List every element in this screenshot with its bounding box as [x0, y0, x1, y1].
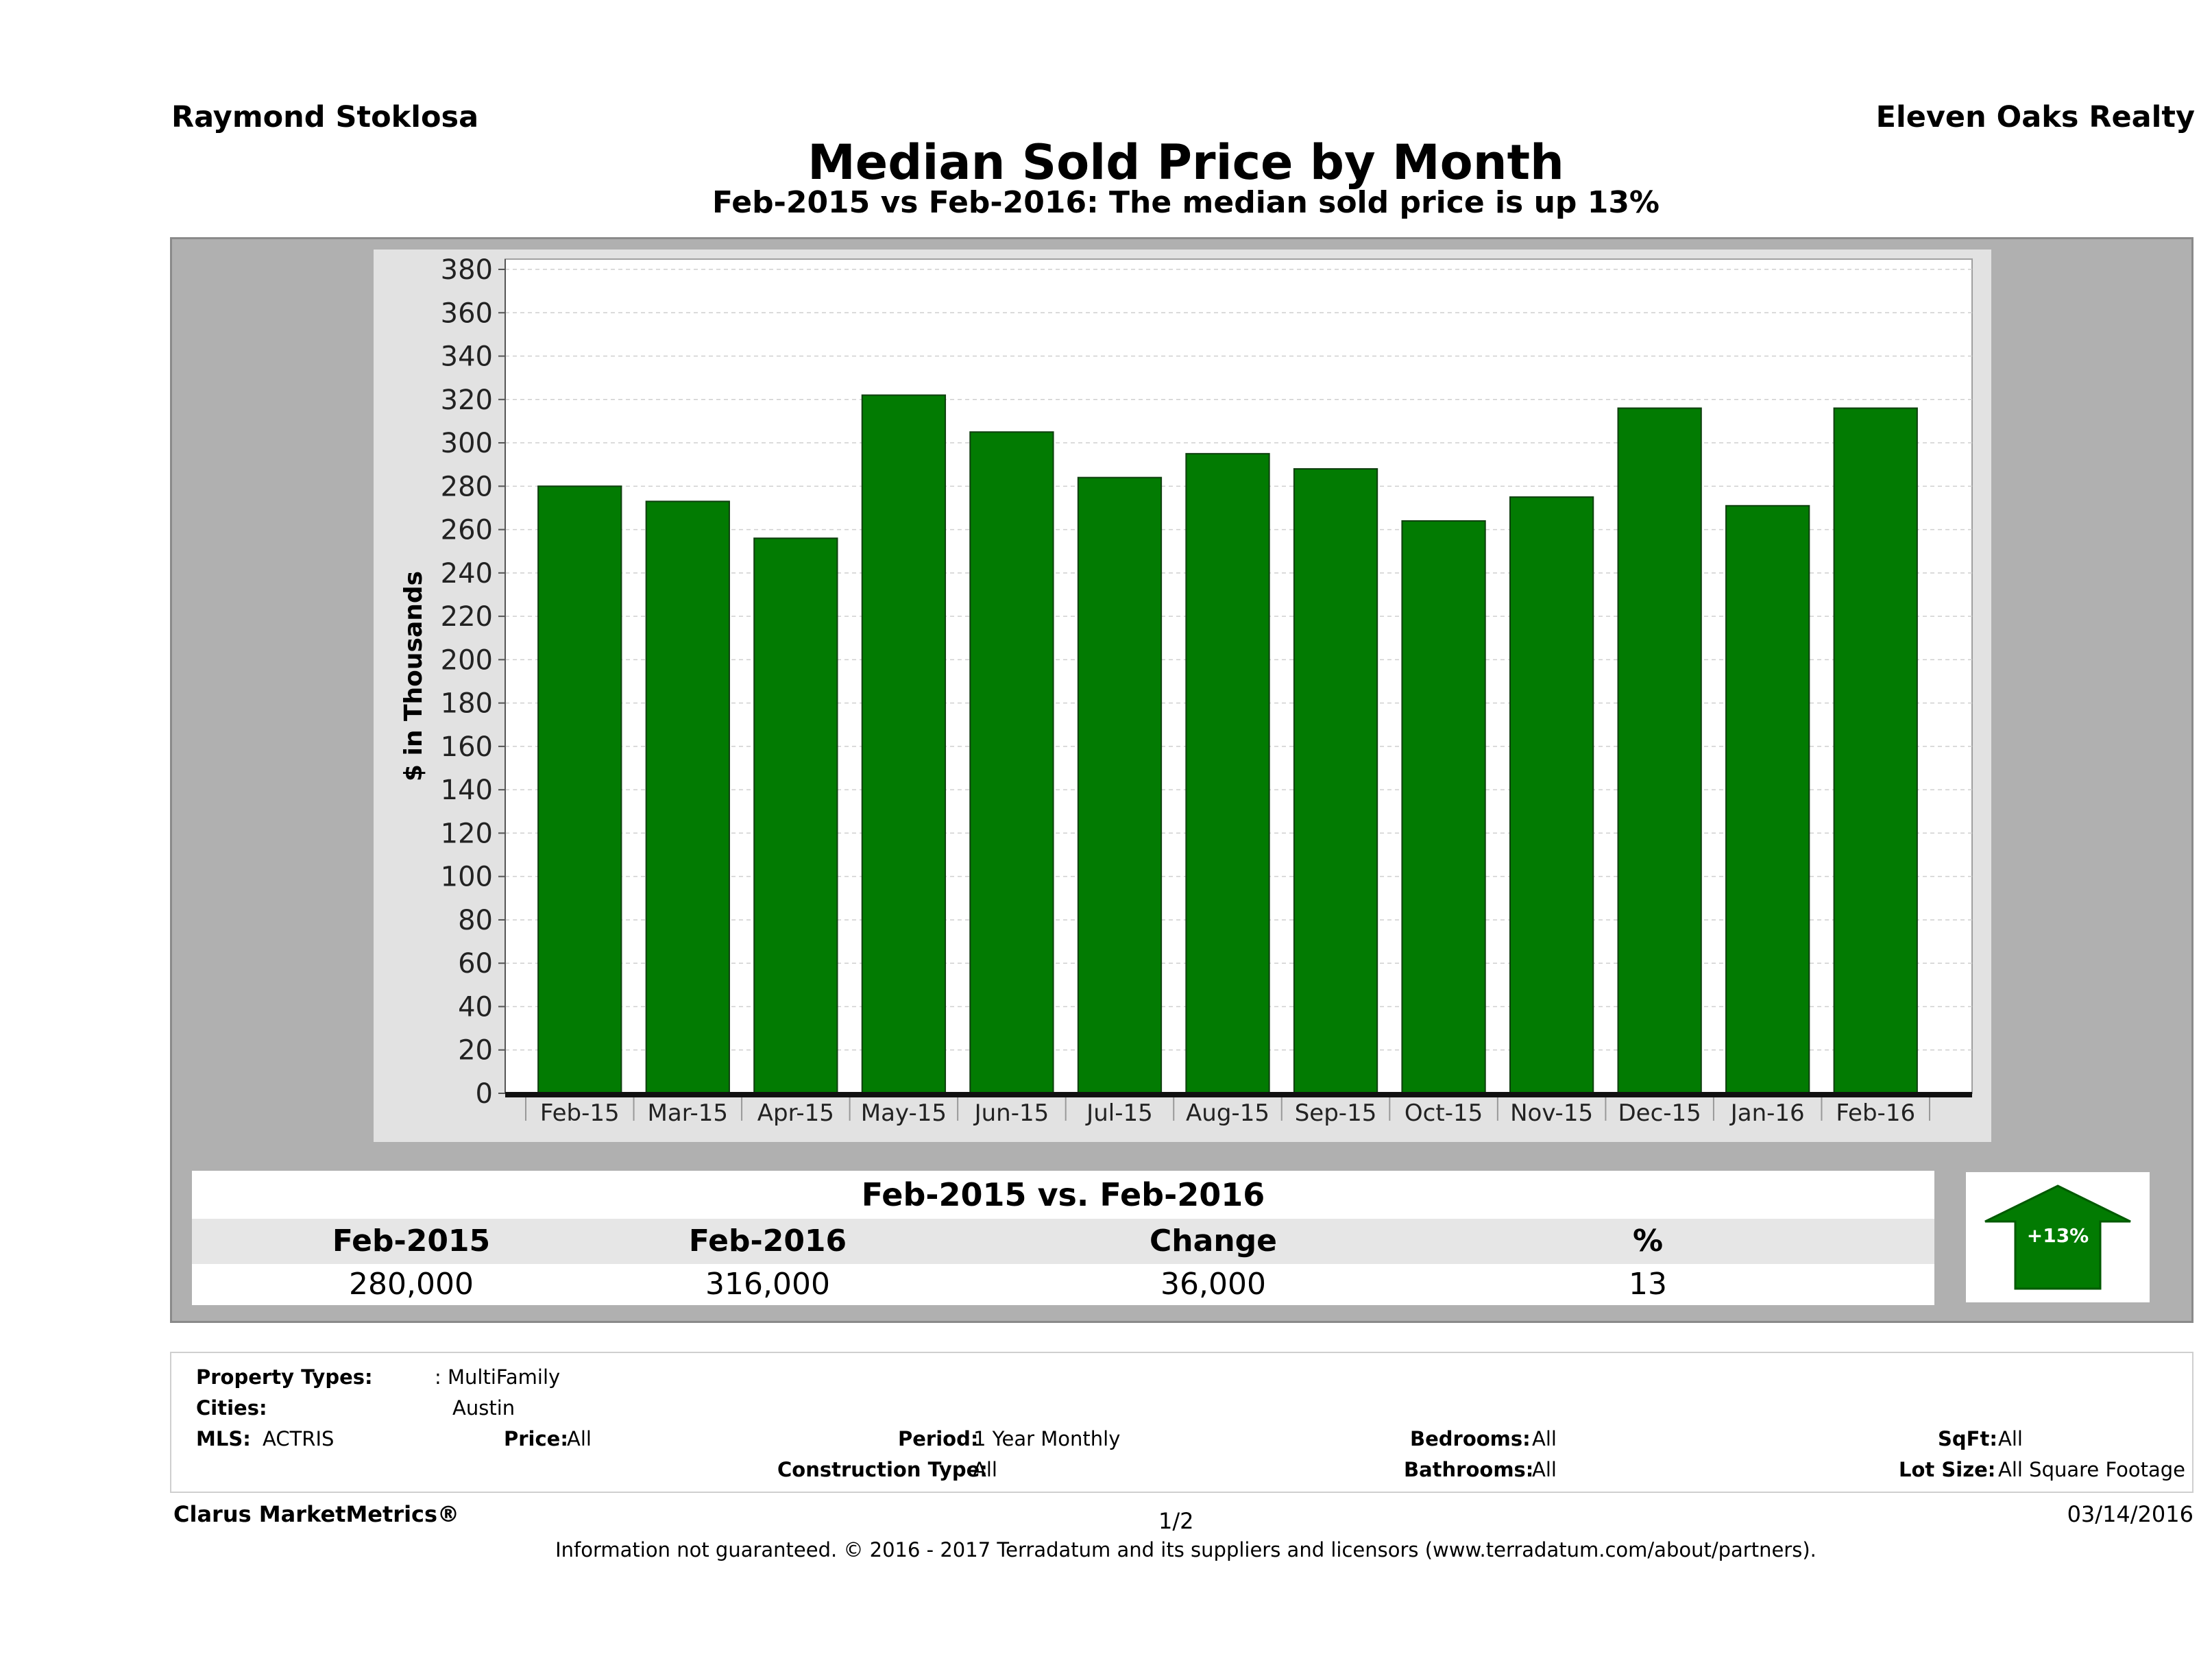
mls-value: ACTRIS [263, 1427, 335, 1450]
summary-header-feb-2016: Feb-2016 [688, 1224, 847, 1258]
y-tick-label: 320 [441, 385, 493, 416]
y-tick-label: 300 [441, 428, 493, 459]
summary-title: Feb-2015 vs. Feb-2016 [192, 1171, 1934, 1219]
y-tick-label: 260 [441, 515, 493, 546]
summary-value-feb-2016: 316,000 [705, 1267, 830, 1302]
property-types-label: Property Types: [196, 1365, 373, 1389]
y-tick-label: 120 [441, 818, 493, 849]
summary-header-row: Feb-2015 Feb-2016 Change % [192, 1219, 1934, 1264]
bar-chart: 0 20 40 60 80 100 120 140 160 180 200 220 240 260 280 3… [400, 254, 1973, 1127]
page-subtitle: Feb-2015 vs Feb-2016: The median sold pr… [712, 185, 1660, 220]
bar-jun-15 [969, 431, 1054, 1095]
summary-header-change: Change [1150, 1224, 1277, 1258]
construction-type-value: All [973, 1458, 997, 1481]
summary-header-feb-2015: Feb-2015 [332, 1224, 491, 1258]
summary-value-change: 36,000 [1160, 1267, 1266, 1302]
bar-feb-15 [537, 485, 622, 1094]
bar-jul-15 [1077, 476, 1163, 1094]
y-tick-label: 100 [441, 862, 493, 893]
bar-feb-16 [1833, 407, 1918, 1095]
x-tick-label: Feb-16 [1836, 1099, 1915, 1127]
bedrooms-label: Bedrooms: [1410, 1427, 1531, 1450]
page-number: 1/2 [1158, 1508, 1194, 1534]
x-tick-label: Sep-15 [1295, 1099, 1377, 1127]
y-tick-label: 60 [458, 948, 493, 980]
summary-value-feb-2015: 280,000 [349, 1267, 474, 1302]
bar-may-15 [861, 394, 947, 1095]
report-date: 03/14/2016 [2067, 1501, 2193, 1527]
up-arrow-icon: +13% [1984, 1184, 2131, 1290]
period-label: Period: [898, 1427, 979, 1450]
summary-header-percent: % [1632, 1224, 1664, 1258]
x-tick-label: Dec-15 [1618, 1099, 1701, 1127]
x-tick-label: Jul-15 [1085, 1099, 1153, 1127]
x-tick-label: Nov-15 [1510, 1099, 1593, 1127]
x-tick-label: Jan-16 [1729, 1099, 1805, 1127]
x-tick-label: Jun-15 [973, 1099, 1049, 1127]
company-name: Eleven Oaks Realty [1875, 100, 2195, 134]
summary-value-row: 280,000 316,000 36,000 13 [192, 1264, 1934, 1305]
bar-apr-15 [753, 537, 838, 1094]
lot-size-label: Lot Size: [1899, 1458, 1996, 1481]
sqft-label: SqFt: [1938, 1427, 1997, 1450]
bar-jan-16 [1725, 504, 1810, 1094]
y-tick-label: 80 [458, 905, 493, 936]
y-axis-label: $ in Thousands [400, 571, 428, 781]
cities-label: Cities: [196, 1396, 267, 1420]
summary-table: Feb-2015 vs. Feb-2016 Feb-2015 Feb-2016 … [192, 1171, 1934, 1305]
x-tick-label: Apr-15 [757, 1099, 834, 1127]
y-tick-label: 200 [441, 644, 493, 676]
badge-label: +13% [2027, 1224, 2089, 1247]
bar-aug-15 [1185, 452, 1270, 1094]
y-tick-label: 40 [458, 991, 493, 1023]
y-tick-label: 180 [441, 688, 493, 720]
x-tick-label: May-15 [861, 1099, 947, 1127]
y-tick-label: 280 [441, 471, 493, 502]
change-badge: +13% [1966, 1172, 2150, 1302]
bathrooms-value: All [1532, 1458, 1557, 1481]
bathrooms-label: Bathrooms: [1404, 1458, 1534, 1481]
sqft-value: All [1998, 1427, 2023, 1450]
bar-sep-15 [1293, 468, 1378, 1095]
x-axis-line [505, 1092, 1972, 1097]
x-tick-label: Mar-15 [648, 1099, 729, 1127]
period-value: 1 Year Monthly [973, 1427, 1121, 1450]
y-tick-label: 240 [441, 558, 493, 589]
bar-oct-15 [1401, 520, 1486, 1094]
mls-label: MLS: [196, 1427, 251, 1450]
y-tick-label: 380 [441, 254, 493, 286]
x-tick-label: Aug-15 [1186, 1099, 1269, 1127]
y-tick-label: 220 [441, 601, 493, 633]
bar-nov-15 [1509, 496, 1594, 1094]
price-value: All [567, 1427, 592, 1450]
bar-mar-15 [645, 500, 730, 1094]
y-tick-label: 20 [458, 1035, 493, 1067]
y-tick-label: 160 [441, 731, 493, 763]
summary-value-percent: 13 [1629, 1267, 1667, 1302]
cities-value: Austin [452, 1396, 515, 1420]
y-tick-label: 140 [441, 775, 493, 806]
price-label: Price: [504, 1427, 568, 1450]
property-types-value: : MultiFamily [435, 1365, 561, 1389]
bedrooms-value: All [1532, 1427, 1557, 1450]
x-tick-label: Feb-15 [540, 1099, 620, 1127]
criteria-panel: Property Types: : MultiFamily Cities: Au… [170, 1352, 2193, 1493]
bar-dec-15 [1617, 407, 1702, 1095]
page-title: Median Sold Price by Month [807, 134, 1564, 191]
y-tick-label: 360 [441, 297, 493, 329]
x-tick-label: Oct-15 [1405, 1099, 1483, 1127]
disclaimer: Information not guaranteed. © 2016 - 201… [555, 1538, 1816, 1561]
y-tick-label: 340 [441, 341, 493, 373]
construction-type-label: Construction Type: [777, 1458, 988, 1481]
footer-brand: Clarus MarketMetrics® [173, 1501, 460, 1527]
y-tick-label: 0 [476, 1078, 493, 1110]
agent-name: Raymond Stoklosa [171, 100, 479, 134]
lot-size-value: All Square Footage [1998, 1458, 2186, 1481]
